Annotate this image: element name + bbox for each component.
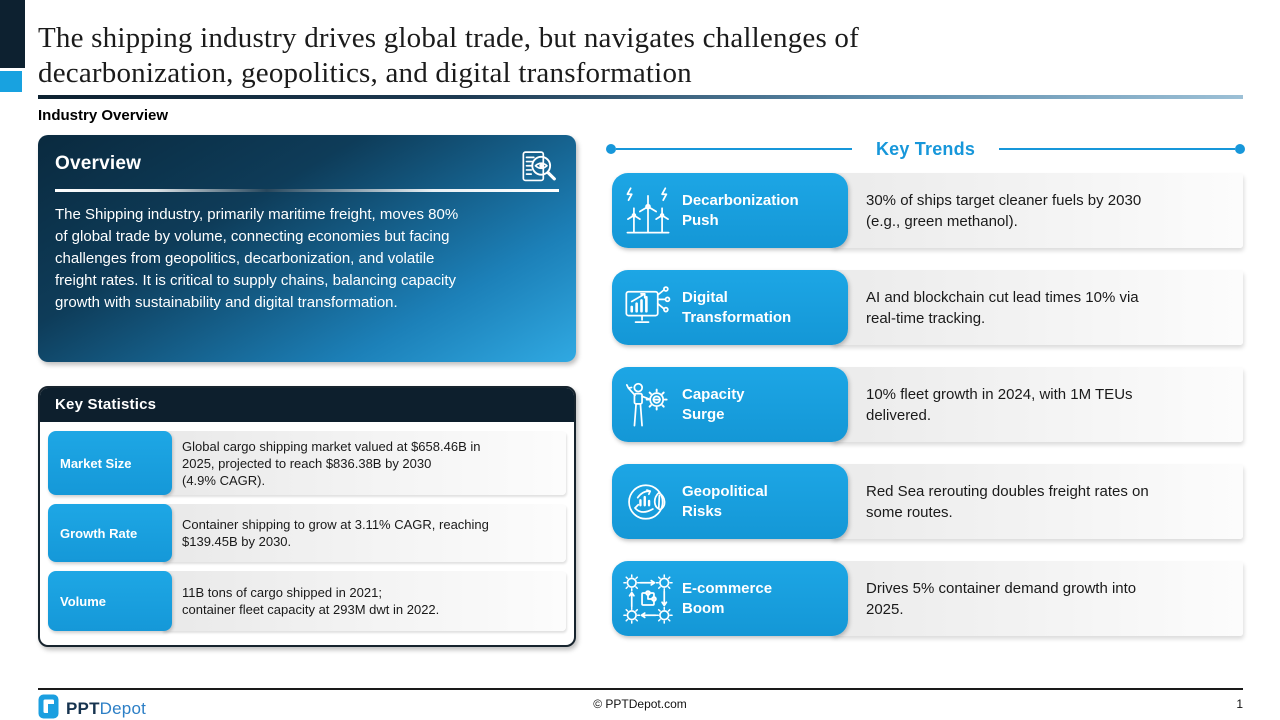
trend-text: AI and blockchain cut lead times 10% via…	[832, 270, 1243, 345]
trend-chip: Decarbonization Push	[612, 173, 848, 248]
trends-left-line	[616, 148, 852, 150]
title-divider	[38, 95, 1243, 99]
trend-chip: E-commerce Boom	[612, 561, 848, 636]
stat-label-chip: Growth Rate	[48, 504, 172, 562]
trend-text: 10% fleet growth in 2024, with 1M TEUs d…	[832, 367, 1243, 442]
trend-row-capacity-surge: Capacity Surge 10% fleet growth in 2024,…	[612, 367, 1243, 442]
trend-chip: Capacity Surge	[612, 367, 848, 442]
trend-text: Drives 5% container demand growth into 2…	[832, 561, 1243, 636]
key-trends-title: Key Trends	[875, 138, 976, 159]
wind-turbines-icon	[622, 185, 674, 237]
stat-value-text: Container shipping to grow at 3.11% CAGR…	[162, 504, 566, 562]
trend-row-decarbonization: Decarbonization Push 30% of ships target…	[612, 173, 1243, 248]
trend-row-digital-transformation: Digital Transformation AI and blockchain…	[612, 270, 1243, 345]
trend-label: Digital Transformation	[682, 288, 792, 326]
trend-label: Decarbonization Push	[682, 191, 799, 229]
key-statistics-title: Key Statistics	[40, 388, 574, 422]
corner-accent-dark	[0, 0, 25, 68]
trend-label: Capacity Surge	[682, 385, 745, 423]
section-label: Industry Overview	[38, 107, 169, 124]
trend-label: E-commerce Boom	[682, 579, 773, 617]
key-trends-list: Decarbonization Push 30% of ships target…	[612, 173, 1243, 658]
person-gear-icon	[622, 379, 674, 431]
overview-divider	[55, 189, 559, 192]
corner-accent-blue	[0, 71, 22, 92]
stat-row-volume: Volume 11B tons of cargo shipped in 2021…	[48, 571, 566, 631]
trend-row-geopolitical-risks: Geopolitical Risks Red Sea rerouting dou…	[612, 464, 1243, 539]
overview-body-text: The Shipping industry, primarily maritim…	[55, 205, 459, 311]
footer-divider	[38, 688, 1243, 690]
stat-value-text: 11B tons of cargo shipped in 2021; conta…	[162, 571, 566, 631]
overview-card: Overview The Shipping industry, primaril…	[38, 135, 576, 362]
brand-name: PPTDepot	[66, 699, 146, 719]
trend-label: Geopolitical Risks	[682, 482, 768, 520]
page-number: 1	[1236, 697, 1243, 711]
trend-text: Red Sea rerouting doubles freight rates …	[832, 464, 1243, 539]
brand-logo-icon	[38, 694, 59, 720]
trends-right-dot	[1235, 144, 1246, 154]
stat-row-market-size: Market Size Global cargo shipping market…	[48, 431, 566, 495]
key-statistics-card: Key Statistics Market Size Global cargo …	[38, 386, 576, 647]
hand-chart-globe-icon	[622, 476, 674, 528]
trend-chip: Geopolitical Risks	[612, 464, 848, 539]
stat-label-chip: Volume	[48, 571, 172, 631]
stat-label-chip: Market Size	[48, 431, 172, 495]
monitor-analytics-icon	[622, 282, 674, 334]
trend-chip: Digital Transformation	[612, 270, 848, 345]
brand-name-bold: PPT	[66, 699, 100, 718]
trends-right-line	[999, 148, 1236, 150]
stat-value-text: Global cargo shipping market valued at $…	[162, 431, 566, 495]
key-trends-header: Key Trends	[606, 138, 1246, 160]
key-statistics-rows: Market Size Global cargo shipping market…	[40, 422, 574, 631]
brand-name-light: Depot	[99, 699, 147, 718]
document-search-icon	[516, 148, 558, 194]
stat-row-growth-rate: Growth Rate Container shipping to grow a…	[48, 504, 566, 562]
trends-left-dot	[606, 144, 616, 154]
trend-row-ecommerce-boom: E-commerce Boom Drives 5% container dema…	[612, 561, 1243, 636]
gears-cycle-icon	[622, 573, 674, 625]
copyright-text: © PPTDepot.com	[593, 697, 687, 711]
trend-text: 30% of ships target cleaner fuels by 203…	[832, 173, 1243, 248]
brand-logo: PPTDepot	[38, 694, 146, 720]
page-title: The shipping industry drives global trad…	[38, 22, 859, 89]
overview-card-title: Overview	[55, 153, 142, 174]
